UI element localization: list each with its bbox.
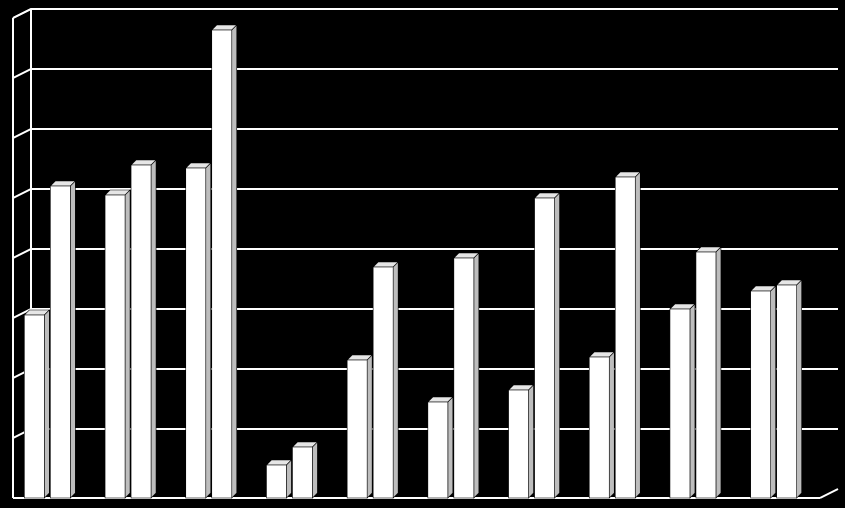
bar-side-face xyxy=(150,159,157,499)
bar-front-face xyxy=(427,401,449,499)
bar-front-face xyxy=(346,359,368,499)
bar-side-face xyxy=(366,354,373,499)
bar-3-series-0 xyxy=(265,459,293,499)
bar-side-face xyxy=(286,459,292,499)
bar-front-face xyxy=(50,185,71,499)
bar-front-face xyxy=(211,29,233,499)
bar-6-series-0 xyxy=(507,384,535,499)
bar-6-series-1 xyxy=(533,192,561,499)
bar-2-series-1 xyxy=(211,24,238,499)
bars xyxy=(23,24,803,499)
bar-2-series-0 xyxy=(185,162,212,499)
bar-9-series-1 xyxy=(775,279,803,499)
bar-side-face xyxy=(205,162,212,499)
bar-side-face xyxy=(312,441,318,499)
bar-side-face xyxy=(770,285,776,499)
bar-side-face xyxy=(124,189,131,499)
bar-8-series-0 xyxy=(669,303,696,499)
bar-1-series-1 xyxy=(130,159,157,499)
bar-front-face xyxy=(750,290,771,499)
bar-front-face xyxy=(695,251,717,499)
bar-side-face xyxy=(689,303,696,499)
bar-front-face xyxy=(534,197,555,499)
bar-side-face xyxy=(554,192,560,499)
bar-side-face xyxy=(44,309,50,499)
gridline xyxy=(12,188,838,199)
bar-9-series-0 xyxy=(749,285,777,499)
bar-side-face xyxy=(231,24,238,499)
bar-side-face xyxy=(608,351,615,499)
bar-front-face xyxy=(669,308,691,499)
bar-front-face xyxy=(508,389,529,499)
gridline xyxy=(12,8,838,19)
bar-side-face xyxy=(473,252,480,499)
bar-5-series-0 xyxy=(427,396,454,499)
bar-side-face xyxy=(715,246,722,499)
gridline xyxy=(12,248,838,259)
bar-side-face xyxy=(634,171,641,499)
bar-front-face xyxy=(130,164,152,499)
gridline xyxy=(12,68,838,79)
bar-front-face xyxy=(614,176,636,499)
bar-5-series-1 xyxy=(453,252,480,499)
bar-front-face xyxy=(453,257,475,499)
bar-side-face xyxy=(796,279,802,499)
bar-7-series-0 xyxy=(588,351,615,499)
bar-front-face xyxy=(372,266,394,499)
bar-7-series-1 xyxy=(614,171,641,499)
bar-front-face xyxy=(588,356,610,499)
bar-side-face xyxy=(447,396,454,499)
gridline xyxy=(12,128,838,139)
bar-0-series-1 xyxy=(49,180,77,499)
bar-front-face xyxy=(104,194,126,499)
bar-side-face xyxy=(70,180,76,499)
bar-4-series-0 xyxy=(346,354,373,499)
bar-8-series-1 xyxy=(695,246,722,499)
bar-front-face xyxy=(24,314,45,499)
bar-4-series-1 xyxy=(372,261,399,499)
bar-front-face xyxy=(185,167,207,499)
bar-3-series-1 xyxy=(291,441,319,499)
bar-front-face xyxy=(776,284,797,499)
bar-side-face xyxy=(528,384,534,499)
bar-1-series-0 xyxy=(104,189,131,499)
floor-right-edge xyxy=(819,488,839,499)
bar-front-face xyxy=(266,464,287,499)
gridline xyxy=(12,308,838,319)
bar-front-face xyxy=(292,446,313,499)
bar-0-series-0 xyxy=(23,309,51,499)
bar-side-face xyxy=(392,261,399,499)
